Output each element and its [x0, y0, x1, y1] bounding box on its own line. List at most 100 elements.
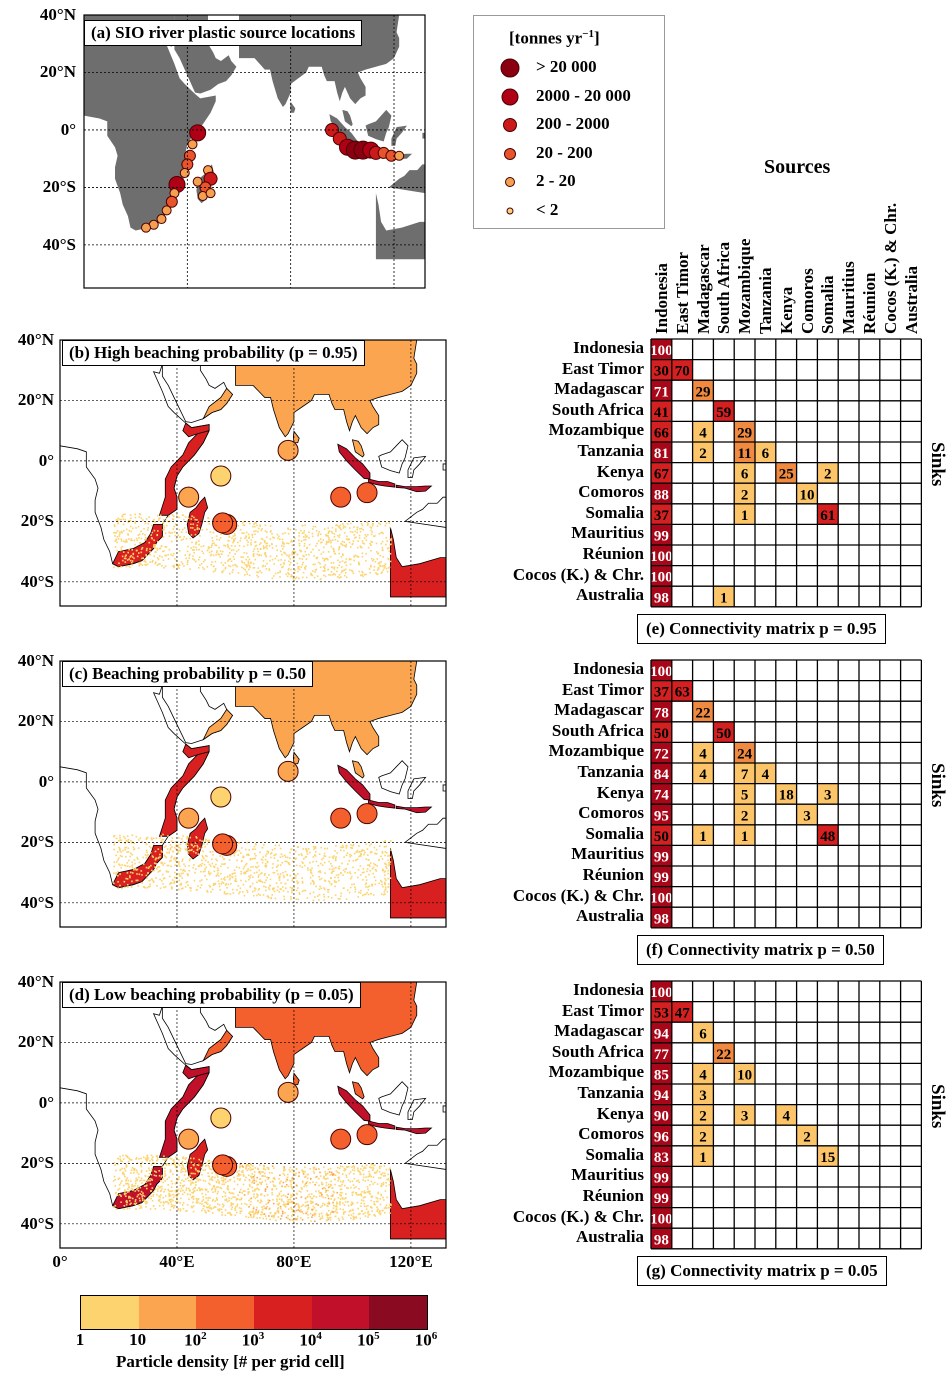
- source-header: Kenya: [776, 286, 796, 334]
- matrix-value: 99: [654, 1191, 669, 1207]
- matrix-cell: [713, 1042, 735, 1064]
- matrix-cell: [734, 503, 755, 525]
- matrix-value: 99: [654, 870, 669, 886]
- source-circle: [178, 807, 200, 829]
- source-circle: [356, 803, 378, 825]
- matrix-cell: [734, 763, 755, 784]
- matrix-value: 2: [741, 487, 749, 503]
- lat-label: 20°S: [20, 511, 54, 531]
- matrix-cell: [734, 742, 755, 763]
- source-marker: [205, 188, 216, 199]
- landmass-australia: [390, 527, 446, 598]
- matrix-cell: [692, 442, 714, 463]
- particle-cloud: [113, 513, 393, 581]
- matrix-cell: [651, 1228, 672, 1249]
- legend-title-end: ]: [593, 28, 600, 48]
- matrix-cell: [817, 503, 839, 525]
- particle-cloud: [112, 1154, 392, 1223]
- source-marker: [165, 195, 178, 208]
- legend-title-exp: −1: [582, 28, 594, 40]
- lat-label: 0°: [38, 1092, 54, 1112]
- sink-row-label: Indonesia: [573, 659, 644, 678]
- tick-exp: 5: [374, 1330, 380, 1342]
- matrix-cell: [692, 1022, 714, 1043]
- matrix-cell: [651, 1125, 672, 1146]
- source-header: South Africa: [714, 241, 734, 334]
- colorbar-tick: 104: [291, 1330, 331, 1351]
- matrix-value: 100: [650, 891, 673, 907]
- matrix-value: 3: [699, 1088, 707, 1104]
- matrix-value: 81: [654, 446, 669, 462]
- matrix-cell: [651, 359, 672, 381]
- matrix-value: 4: [699, 746, 707, 762]
- lat-label: 40°N: [17, 972, 54, 991]
- matrix-value: 100: [650, 549, 673, 565]
- sink-row-label: Cocos (K.) & Chr.: [512, 564, 644, 584]
- matrix-cell: [651, 503, 672, 525]
- matrix-value: 1: [699, 829, 707, 845]
- landmass-madagascar: [186, 1138, 209, 1181]
- matrix-value: 96: [654, 1129, 670, 1145]
- source-circle: [277, 439, 299, 461]
- matrix-value: 48: [820, 829, 835, 845]
- matrix-value: 50: [654, 726, 669, 742]
- panel-d-title: (d) Low beaching probability (p = 0.05): [62, 982, 361, 1008]
- matrix-cell: [651, 824, 672, 846]
- panel-b-title: (b) High beaching probability (p = 0.95): [62, 340, 365, 366]
- matrix-cell: [651, 886, 672, 908]
- tick-base: 10: [184, 1330, 202, 1350]
- source-circle: [330, 486, 352, 508]
- landmass-sulawesi: [407, 776, 427, 799]
- matrix-cell: [651, 565, 672, 587]
- matrix-caption: (g) Connectivity matrix p = 0.05: [637, 1255, 887, 1286]
- matrix-value: 5: [741, 788, 749, 804]
- landmass-ausnorth: [388, 164, 425, 194]
- landmass-ausnorth: [404, 817, 446, 849]
- matrix-cell: [651, 1145, 672, 1167]
- sink-row-label: Australia: [576, 906, 644, 926]
- legend-marker: [503, 118, 517, 132]
- matrix-cell: [692, 701, 714, 722]
- matrix-cell: [796, 804, 818, 825]
- matrix-value: 2: [803, 1129, 811, 1145]
- matrix-cell: [651, 1166, 672, 1187]
- tick-exp: 2: [201, 1330, 207, 1342]
- source-header: Somalia: [818, 275, 838, 334]
- matrix-cell: [713, 721, 735, 743]
- matrix-value: 37: [654, 685, 670, 701]
- matrix-cell: [755, 442, 776, 463]
- legend-marker: [501, 88, 519, 105]
- source-header: Comoros: [797, 268, 817, 334]
- source-circle: [356, 482, 378, 504]
- source-circle: [178, 1128, 200, 1150]
- legend-marker: [505, 177, 515, 187]
- matrix-cell: [651, 462, 672, 484]
- lat-label: 0°: [38, 771, 54, 791]
- matrix-value: 25: [779, 467, 794, 483]
- sink-row-label: South Africa: [551, 1041, 644, 1061]
- sources-title: Sources: [764, 156, 831, 178]
- matrix-value: 6: [699, 1026, 707, 1042]
- matrix-cell: [651, 804, 672, 825]
- matrix-cell: [651, 1022, 672, 1043]
- sink-row-label: Mozambique: [548, 420, 644, 440]
- lat-label: 40°N: [17, 330, 54, 349]
- sink-row-label: East Timor: [561, 679, 644, 699]
- matrix-value: 99: [654, 1170, 669, 1186]
- landmass-malay: [351, 1081, 365, 1100]
- colorbar-tick: 1: [60, 1330, 100, 1350]
- panel-a-frame: [83, 14, 426, 289]
- matrix-cell: [734, 804, 755, 825]
- matrix-cell: [817, 783, 839, 805]
- landmass-java: [368, 478, 396, 488]
- legend-label: 20 - 200: [536, 142, 593, 162]
- source-circle: [330, 807, 352, 829]
- sink-row-label: Mauritius: [571, 1165, 644, 1185]
- matrix-cell: [651, 400, 672, 422]
- landmass-srilanka: [292, 751, 300, 765]
- landmass-borneo: [378, 439, 409, 474]
- matrix-value: 29: [737, 425, 752, 441]
- source-size-legend: [tonnes yr−1] > 20 000 2000 - 20 000 200 -…: [473, 15, 665, 229]
- coastal-density: [112, 1165, 163, 1210]
